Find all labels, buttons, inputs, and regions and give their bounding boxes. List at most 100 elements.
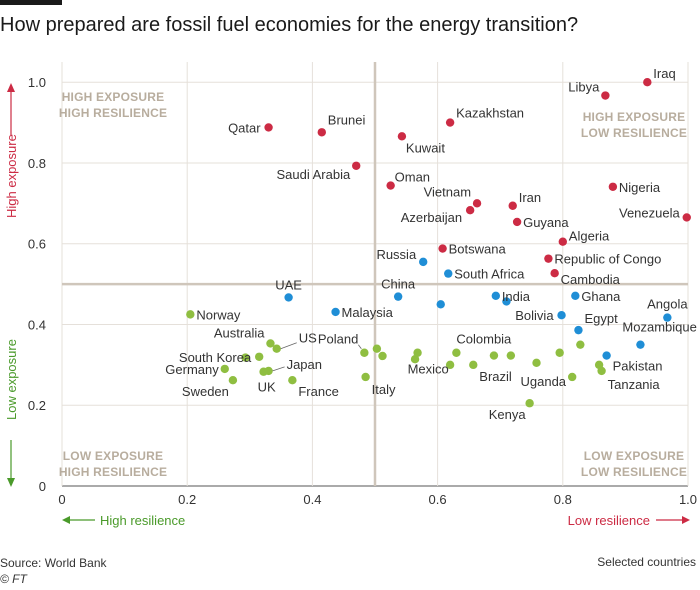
data-point-unlabeled (445, 360, 455, 370)
x-high-resilience-label: High resilience (100, 513, 185, 528)
point-label-uk: UK (258, 380, 276, 395)
point-label-germany: Germany (165, 362, 219, 377)
quadrant-label-bottom-left: LOW EXPOSURE (63, 449, 163, 463)
data-point-uae (284, 293, 293, 302)
point-label-pakistan: Pakistan (613, 359, 663, 374)
quadrant-label-top-right: LOW RESILIENCE (581, 126, 687, 140)
chart-title: How prepared are fossil fuel economies f… (0, 14, 579, 36)
x-high-resilience-indicator: High resilience (62, 513, 185, 528)
data-point-angola (663, 313, 672, 322)
x-low-resilience-indicator: Low resilience (568, 513, 690, 528)
y-tick-label: 0.4 (28, 317, 46, 332)
arrow-right-icon (682, 516, 690, 524)
point-label-egypt: Egypt (584, 311, 618, 326)
x-tick-label: 0 (58, 492, 65, 507)
y-tick-label: 0.6 (28, 237, 46, 252)
quadrant-label-bottom-right: LOW EXPOSURE (584, 449, 684, 463)
data-point-libya (601, 91, 610, 100)
data-point-uganda (532, 358, 541, 368)
data-point-sweden (228, 376, 238, 385)
data-point-vietnam (472, 199, 482, 208)
point-label-india: India (502, 289, 531, 304)
y-high-exposure-label: High exposure (4, 134, 19, 218)
data-point-brazil (469, 360, 478, 370)
data-point-india (491, 291, 501, 301)
data-point-unlabeled (502, 297, 511, 306)
y-low-exposure-indicator: Low exposure (4, 339, 19, 487)
data-point-unlabeled (567, 372, 577, 382)
credit-note: © FT (0, 572, 27, 586)
x-tick-label: 0.4 (303, 492, 321, 507)
y-low-exposure-label: Low exposure (4, 339, 19, 420)
data-point-unlabeled (555, 348, 564, 357)
quadrant-labels: HIGH EXPOSURE HIGH RESILIENCE HIGH EXPOSUR… (59, 90, 687, 479)
point-label-republic-of-congo: Republic of Congo (554, 252, 661, 267)
data-point-italy (361, 372, 370, 382)
data-point-china (393, 292, 403, 301)
point-label-algeria: Algeria (569, 229, 610, 244)
point-label-colombia: Colombia (456, 332, 512, 347)
data-point-iran (508, 201, 517, 210)
quadrant-label-bottom-left: HIGH RESILIENCE (59, 465, 167, 479)
data-point-algeria (558, 237, 567, 246)
y-tick-label: 0.2 (28, 398, 46, 413)
quadrant-label-top-right: HIGH EXPOSURE (583, 110, 686, 124)
data-point-unlabeled (576, 340, 585, 349)
point-label-australia: Australia (214, 325, 265, 340)
point-label-bolivia: Bolivia (515, 308, 554, 323)
data-point-unlabeled (241, 353, 250, 362)
quadrant-label-top-left: HIGH RESILIENCE (59, 106, 167, 120)
leader-line (280, 342, 297, 350)
point-label-botswana: Botswana (449, 242, 507, 257)
point-label-uganda: Uganda (521, 374, 567, 389)
data-point-unlabeled (506, 351, 516, 360)
arrow-left-icon (62, 516, 70, 524)
data-point-uk (259, 367, 268, 376)
point-label-italy: Italy (372, 382, 396, 397)
grid-layer (61, 62, 689, 487)
data-point-azerbaijan (465, 205, 475, 215)
source-note: Source: World Bank (0, 556, 107, 570)
y-high-exposure-indicator: High exposure (4, 83, 19, 218)
leader-line (272, 366, 285, 372)
y-tick-label: 1.0 (28, 75, 46, 90)
data-point-poland (360, 348, 369, 357)
top-accent-bar (0, 0, 62, 5)
point-label-uae: UAE (275, 277, 302, 292)
data-point-unlabeled (372, 344, 382, 353)
point-label-south-korea: South Korea (179, 350, 252, 365)
data-point-guyana (512, 217, 522, 227)
data-point-australia (266, 339, 275, 348)
point-label-russia: Russia (376, 247, 417, 262)
data-point-malaysia (331, 307, 340, 317)
data-point-saudi-arabia (352, 161, 361, 170)
point-label-mozambique: Mozambique (622, 320, 696, 335)
point-label-azerbaijan: Azerbaijan (401, 210, 462, 225)
x-tick-label: 0.6 (429, 492, 447, 507)
data-point-kazakhstan (445, 118, 455, 127)
point-label-iraq: Iraq (653, 66, 675, 81)
data-point-egypt (574, 325, 583, 335)
point-label-guyana: Guyana (523, 215, 569, 230)
data-point-botswana (438, 244, 447, 253)
x-tick-label: 1.0 (679, 492, 697, 507)
data-points (186, 77, 691, 408)
data-point-kuwait (397, 132, 407, 141)
data-point-nigeria (608, 182, 618, 191)
point-label-japan: Japan (287, 357, 322, 372)
data-point-south-africa (444, 269, 453, 278)
point-label-france: France (298, 384, 338, 399)
data-point-brunei (317, 128, 326, 137)
arrow-down-icon (7, 478, 15, 487)
point-label-angola: Angola (647, 297, 688, 312)
point-label-poland: Poland (318, 332, 358, 347)
data-point-mexico (413, 348, 422, 357)
data-point-kenya (525, 399, 534, 408)
data-point-venezuela (682, 213, 691, 222)
data-point-france (288, 376, 297, 385)
point-label-norway: Norway (196, 307, 241, 322)
point-label-saudi-arabia: Saudi Arabia (276, 167, 350, 182)
data-point-colombia (452, 348, 461, 357)
selected-countries-note: Selected countries (597, 555, 696, 569)
point-label-libya: Libya (568, 80, 600, 95)
